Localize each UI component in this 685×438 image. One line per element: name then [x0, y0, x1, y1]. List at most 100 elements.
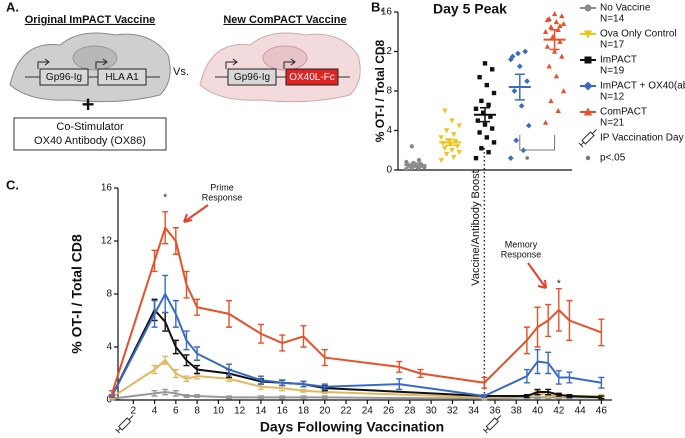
- error-bar: [481, 376, 488, 389]
- plus: +: [82, 92, 95, 117]
- syringe-body: [485, 417, 500, 431]
- x-tick-label: 44: [575, 406, 587, 417]
- error-bar: [194, 346, 201, 361]
- point: [442, 108, 448, 114]
- error-bar: [162, 274, 169, 314]
- y-tick-label: 4: [386, 125, 392, 136]
- syringe-plunger: [580, 141, 585, 146]
- error-bar: [257, 395, 264, 400]
- point: [491, 90, 497, 96]
- point: [560, 88, 567, 94]
- point: [557, 38, 563, 44]
- point: [546, 63, 552, 69]
- error-bar: [109, 390, 115, 397]
- error-bar: [545, 303, 552, 338]
- error-bar: [445, 138, 456, 147]
- error-bar: [279, 395, 286, 400]
- annotation-arrow: [183, 204, 209, 223]
- nucleus: [262, 45, 308, 71]
- panel-label: A.: [6, 0, 19, 14]
- gene-label: Gp96-Ig: [46, 72, 82, 83]
- point: [409, 144, 414, 149]
- error-bar: [183, 394, 190, 399]
- x-tick-label: 6: [173, 406, 179, 417]
- x-tick-label: 40: [532, 406, 544, 417]
- x-tick-label: 8: [194, 406, 200, 417]
- point: [559, 13, 565, 19]
- annotation: Prime: [210, 182, 234, 192]
- point: [484, 82, 489, 88]
- point: [438, 157, 444, 163]
- point: [451, 132, 457, 138]
- error-bar: [151, 390, 158, 397]
- syringe-needle: [496, 415, 502, 421]
- right-title: New ComPACT Vaccine: [223, 14, 346, 26]
- annotation-arrow: [527, 262, 547, 289]
- point: [548, 23, 554, 30]
- error-bar: [162, 211, 169, 245]
- x-tick-label: 12: [234, 406, 246, 417]
- versus: Vs.: [173, 66, 189, 78]
- x-tick-label: 34: [468, 406, 480, 417]
- point: [477, 74, 482, 80]
- legend-n: N=17: [600, 40, 625, 51]
- significance-bracket: [519, 135, 556, 151]
- error-bar: [172, 339, 179, 355]
- point: [507, 155, 514, 162]
- syringe-needle: [128, 415, 134, 421]
- boost-label: Vaccine/Antibody Boost: [470, 170, 482, 285]
- chart-title: Day 5 Peak: [433, 1, 507, 17]
- legend-label: ImPACT + OX40(ab): [600, 81, 685, 92]
- error-bar: [300, 395, 307, 400]
- error-bar: [279, 379, 286, 387]
- legend-label: Ova Only Control: [600, 29, 677, 40]
- series-line: [111, 225, 602, 394]
- syringe-icon: [578, 129, 597, 148]
- significance-label: p<.05: [600, 153, 626, 164]
- y-tick-label: 8: [106, 289, 112, 300]
- syringe-label: IP Vaccination Day: [600, 133, 684, 144]
- point: [490, 67, 495, 72]
- x-tick-label: 36: [489, 406, 501, 417]
- point: [544, 17, 551, 23]
- x-tick-label: 10: [213, 406, 225, 417]
- x-tick-label: 24: [362, 406, 374, 417]
- point: [456, 150, 462, 156]
- point: [544, 43, 551, 49]
- error-bar: [534, 388, 541, 396]
- x-tick-label: 14: [255, 406, 267, 417]
- error-bar: [396, 360, 403, 373]
- y-tick-label: 12: [381, 46, 393, 57]
- point: [511, 88, 518, 94]
- costim-label: Co-Stimulator: [56, 121, 124, 133]
- promoter-arrow: [225, 58, 296, 69]
- point: [524, 78, 530, 84]
- annotation: Response: [202, 192, 243, 202]
- error-bar: [534, 306, 541, 348]
- syringe-icon: [482, 415, 502, 434]
- point: [560, 20, 567, 27]
- error-bar: [555, 370, 562, 385]
- error-bar: [598, 376, 605, 389]
- gene-label: HLA A1: [105, 72, 139, 83]
- error-bar: [257, 323, 264, 344]
- error-bar: [523, 394, 530, 399]
- x-tick-label: 20: [319, 406, 331, 417]
- syringe-grip: [115, 428, 121, 434]
- x-tick-label: 32: [447, 406, 459, 417]
- nucleus: [72, 45, 118, 71]
- legend-n: N=19: [600, 66, 625, 77]
- point: [522, 48, 529, 55]
- x-tick-label: 28: [404, 406, 416, 417]
- error-bar: [300, 388, 307, 393]
- series-line: [111, 291, 602, 398]
- point: [479, 98, 484, 104]
- point: [548, 98, 554, 104]
- point: [456, 123, 462, 129]
- promoter-arrow: [37, 58, 108, 69]
- point: [553, 73, 560, 79]
- axes: [117, 188, 612, 401]
- error-bar: [549, 29, 560, 51]
- error-bar: [321, 395, 328, 400]
